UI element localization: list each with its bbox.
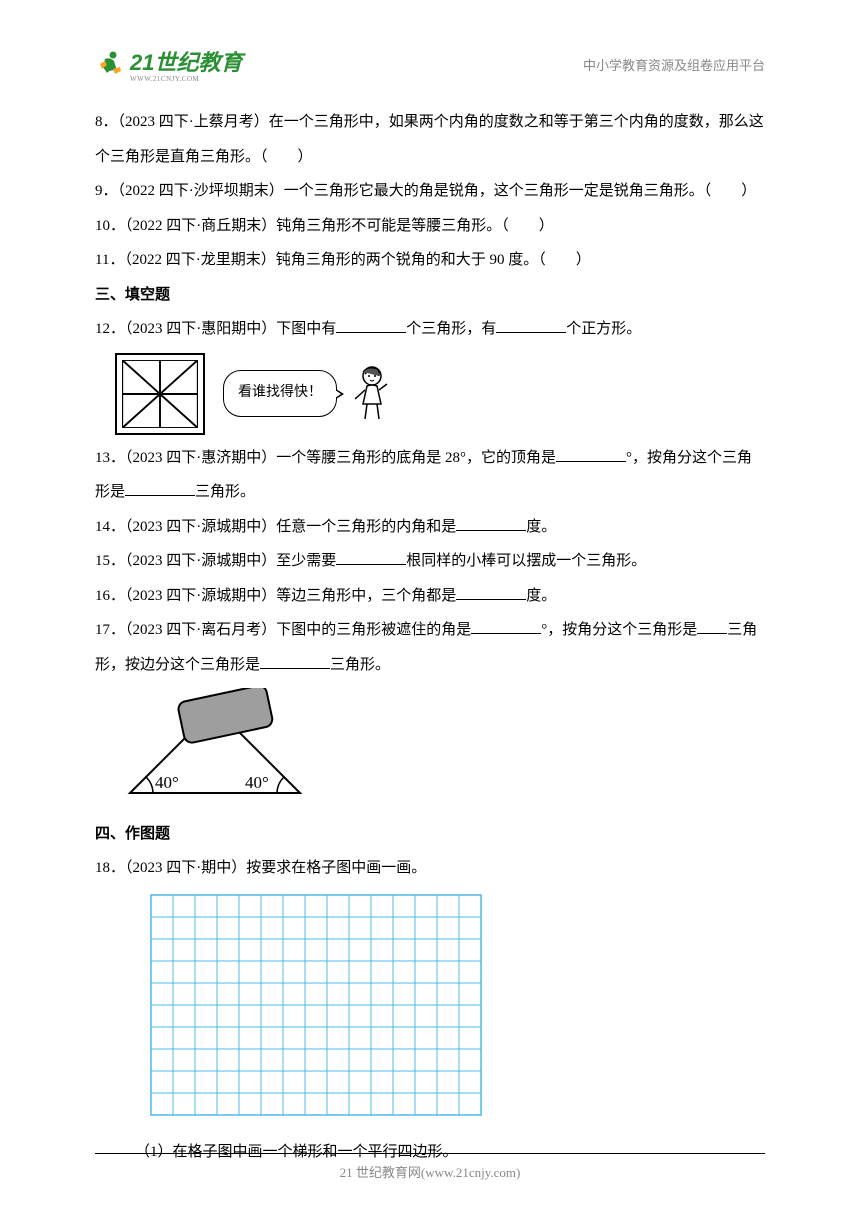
question-13: 13．（2023 四下·惠济期中）一个等腰三角形的底角是 28°，它的顶角是°，… <box>95 441 765 510</box>
question-9: 9．（2022 四下·沙坪坝期末）一个三角形它最大的角是锐角，这个三角形一定是锐… <box>95 174 765 209</box>
angle-label-2: 40° <box>245 773 269 792</box>
blank <box>471 616 541 634</box>
page-header: 21世纪教育 WWW.21CNJY.COM 中小学教育资源及组卷应用平台 <box>95 45 765 83</box>
q13-text-c: 三角形。 <box>195 484 255 500</box>
question-16: 16．（2023 四下·源城期中）等边三角形中，三个角都是 度。 <box>95 579 765 614</box>
blank <box>496 315 566 333</box>
q14-text-a: 14．（2023 四下·源城期中）任意一个三角形的内角和是 <box>95 519 456 535</box>
q15-text-b: 根同样的小棒可以摆成一个三角形。 <box>406 553 646 569</box>
q12-text-b: 个三角形，有 <box>406 321 496 337</box>
logo-icon <box>95 49 125 79</box>
logo-text: 21世纪教育 <box>130 45 242 77</box>
blank <box>260 651 330 669</box>
angle-label-1: 40° <box>155 773 179 792</box>
blank <box>125 478 195 496</box>
q12-text-a: 12．（2023 四下·惠阳期中）下图中有 <box>95 321 336 337</box>
question-12: 12．（2023 四下·惠阳期中）下图中有 个三角形，有 个正方形。 <box>95 312 765 347</box>
grid-svg <box>150 894 482 1116</box>
grid-figure <box>150 894 765 1130</box>
blank <box>456 513 526 531</box>
speech-bubble-group: 看谁找得快！ <box>223 364 392 424</box>
content-area: 8．（2023 四下·上蔡月考）在一个三角形中，如果两个内角的度数之和等于第三个… <box>95 105 765 1136</box>
question-11: 11．（2022 四下·龙里期末）钝角三角形的两个锐角的和大于 90 度。（ ） <box>95 243 765 278</box>
figure-q17: 40° 40° <box>115 688 765 817</box>
question-18a: 18．（2023 四下·期中）按要求在格子图中画一画。 <box>95 851 765 886</box>
section-3-heading: 三、填空题 <box>95 278 765 313</box>
question-10: 10．（2022 四下·商丘期末）钝角三角形不可能是等腰三角形。（ ） <box>95 209 765 244</box>
q17-text-b: °，按角分这个三角形是 <box>541 622 697 638</box>
q12-text-c: 个正方形。 <box>566 321 641 337</box>
question-14: 14．（2023 四下·源城期中）任意一个三角形的内角和是 度。 <box>95 510 765 545</box>
q17-text-d: 三角形。 <box>330 657 390 673</box>
footer-line <box>95 1153 765 1154</box>
blank <box>697 616 727 634</box>
section-4-heading: 四、作图题 <box>95 817 765 852</box>
logo-area: 21世纪教育 WWW.21CNJY.COM <box>95 45 242 83</box>
speech-bubble: 看谁找得快！ <box>223 370 337 416</box>
question-15: 15．（2023 四下·源城期中）至少需要 根同样的小棒可以摆成一个三角形。 <box>95 544 765 579</box>
blank <box>556 444 626 462</box>
q14-text-b: 度。 <box>526 519 556 535</box>
blank <box>456 582 526 600</box>
q15-text-a: 15．（2023 四下·源城期中）至少需要 <box>95 553 336 569</box>
blank <box>336 315 406 333</box>
person-icon <box>347 364 392 424</box>
question-8: 8．（2023 四下·上蔡月考）在一个三角形中，如果两个内角的度数之和等于第三个… <box>95 105 765 174</box>
blank <box>336 547 406 565</box>
q17-text-a: 17．（2023 四下·离石月考）下图中的三角形被遮住的角是 <box>95 622 471 638</box>
square-diagram <box>115 353 205 435</box>
question-17: 17．（2023 四下·离石月考）下图中的三角形被遮住的角是 °，按角分这个三角形… <box>95 613 765 682</box>
figure-q12: 看谁找得快！ <box>115 353 765 435</box>
q16-text-a: 16．（2023 四下·源城期中）等边三角形中，三个角都是 <box>95 588 456 604</box>
footer-text: 21 世纪教育网(www.21cnjy.com) <box>0 1162 860 1181</box>
header-right-text: 中小学教育资源及组卷应用平台 <box>583 55 765 74</box>
q16-text-b: 度。 <box>526 588 556 604</box>
q13-text-a: 13．（2023 四下·惠济期中）一个等腰三角形的底角是 28°，它的顶角是 <box>95 450 556 466</box>
